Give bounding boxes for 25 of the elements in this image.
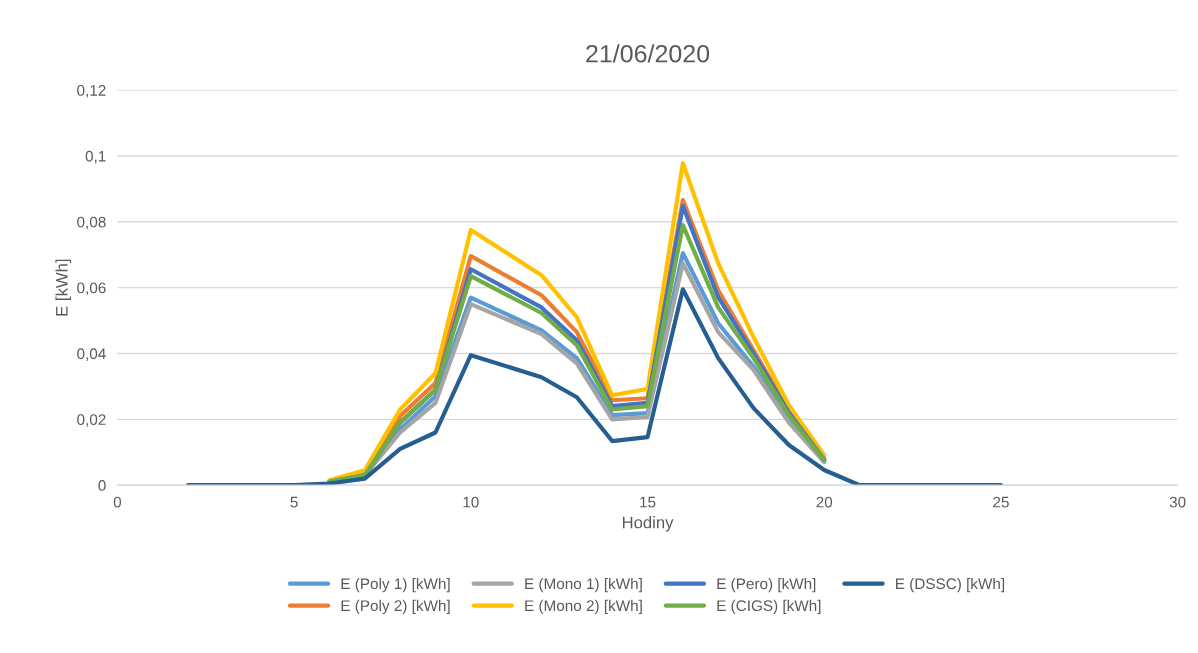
y-tick-label: 0 (98, 480, 106, 491)
y-axis-title: E [kWh] (55, 259, 72, 316)
x-tick-label: 10 (463, 496, 479, 508)
x-tick-label: 25 (993, 496, 1009, 508)
legend-label: E (Pero) [kWh] (717, 577, 816, 593)
y-tick-label: 0,04 (77, 348, 106, 361)
legend-label: E (CIGS) [kWh] (717, 599, 821, 615)
x-axis-title: Hodiny (622, 516, 674, 532)
x-tick-label: 0 (113, 496, 122, 508)
y-tick-label: 0,06 (77, 282, 106, 296)
legend-label: E (Poly 2) [kWh] (341, 599, 450, 615)
legend-label: E (Poly 1) [kWh] (341, 577, 450, 593)
x-tick-label: 15 (640, 496, 656, 508)
legend-label: E (Mono 2) [kWh] (525, 599, 642, 615)
line-series (186, 287, 1004, 486)
chart-title: 21/06/2020 (586, 44, 710, 63)
y-tick-label: 0,08 (77, 216, 106, 230)
x-tick-label: 30 (1169, 496, 1186, 508)
x-tick-label: 5 (290, 496, 298, 508)
legend-label: E (Mono 1) [kWh] (525, 577, 642, 593)
x-tick-label: 20 (816, 496, 833, 508)
y-tick-label: 0,02 (77, 414, 106, 427)
legend-label: E (DSSC) [kWh] (896, 577, 1005, 593)
y-tick-label: 0,12 (77, 84, 106, 98)
y-tick-label: 0,1 (85, 150, 106, 164)
